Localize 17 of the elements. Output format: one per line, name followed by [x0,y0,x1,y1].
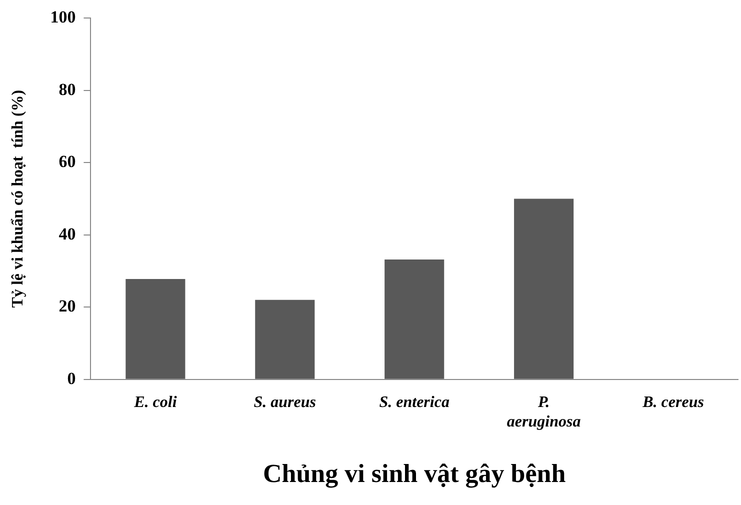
y-axis-title: Tỷ lệ vi khuẩn có hoạt tính (%) [10,90,27,308]
x-tick-label: E. coli [133,394,178,412]
y-tick-label: 80 [58,80,76,99]
x-tick-label: P. aeruginosa [506,394,581,430]
y-tick-label: 100 [50,8,76,27]
x-tick-label: B. cereus [642,394,704,412]
x-axis-title: Chủng vi sinh vật gây bệnh [262,459,566,488]
y-tick-label: 20 [58,296,76,316]
bar [126,278,186,379]
bar [384,259,444,379]
y-tick-label: 0 [67,368,76,388]
bar [514,198,574,379]
bar [255,300,315,379]
x-tick-label: S. enterica [379,394,450,412]
x-tick-label: S. aureus [254,394,316,412]
y-tick-label: 40 [58,224,76,244]
y-tick-label: 60 [58,152,76,172]
